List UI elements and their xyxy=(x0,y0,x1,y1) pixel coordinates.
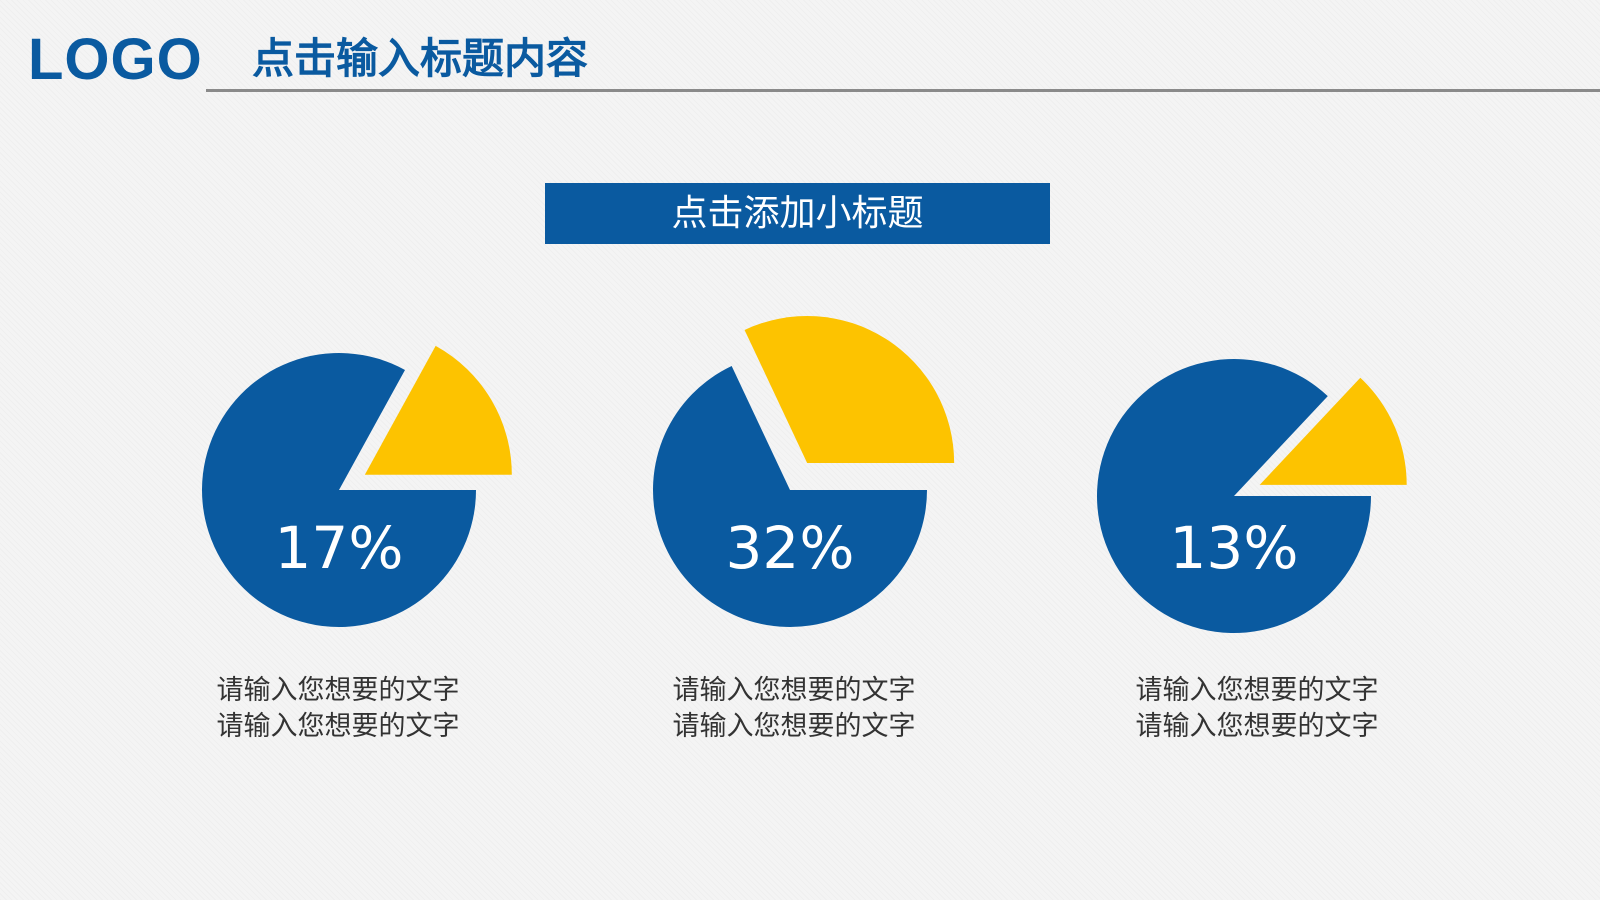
caption-2-line-1: 请输入您想要的文字 xyxy=(672,675,916,706)
caption-3-line-1: 请输入您想要的文字 xyxy=(1135,675,1379,706)
caption-1-line-1: 请输入您想要的文字 xyxy=(216,675,460,706)
caption-3: 请输入您想要的文字 请输入您想要的文字 xyxy=(1107,673,1407,745)
logo: LOGO xyxy=(28,27,203,92)
caption-1: 请输入您想要的文字 请输入您想要的文字 xyxy=(188,673,488,745)
pie-3-value-label: 13% xyxy=(1170,514,1299,582)
title-divider xyxy=(206,89,1600,92)
pie-1-value-label: 17% xyxy=(275,514,404,582)
caption-2: 请输入您想要的文字 请输入您想要的文字 xyxy=(644,673,944,745)
pie-3-exploded-slice xyxy=(1259,377,1407,485)
pie-2-main-slice xyxy=(653,366,928,628)
page-title[interactable]: 点击输入标题内容 xyxy=(252,34,589,83)
pie-1-main-slice xyxy=(202,353,476,628)
caption-1-line-2: 请输入您想要的文字 xyxy=(216,711,460,742)
pie-3-main-slice xyxy=(1097,359,1371,634)
pie-2-exploded-slice xyxy=(744,315,955,463)
subtitle-banner[interactable]: 点击添加小标题 xyxy=(545,183,1050,244)
pie-2-value-label: 32% xyxy=(726,514,855,582)
caption-2-line-2: 请输入您想要的文字 xyxy=(672,711,916,742)
caption-3-line-2: 请输入您想要的文字 xyxy=(1135,711,1379,742)
pie-1-exploded-slice xyxy=(364,345,512,475)
